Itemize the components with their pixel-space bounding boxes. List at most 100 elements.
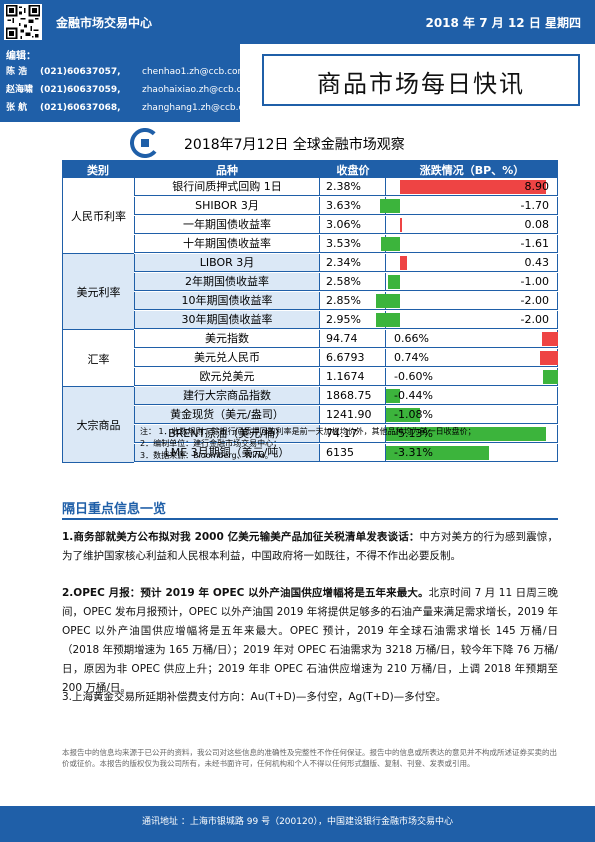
change-value: 0.08 [524, 218, 550, 231]
table-title: 2018年7月12日 全球金融市场观察 [184, 137, 405, 153]
change-cell: 0.66% [386, 330, 558, 348]
table-row: 30年期国债收益率 2.95% -2.00 [62, 311, 558, 329]
change-cell: -5.13% [386, 425, 558, 443]
change-cell: -0.44% [386, 387, 558, 405]
instrument-name: LIBOR 3月 [134, 254, 320, 272]
header-category: 类别 [87, 164, 109, 177]
table-row: 欧元兑美元 1.1674 -0.60% [62, 368, 558, 386]
editor-email[interactable]: zhanghang1.zh@ccb.com [142, 103, 258, 113]
closing-price: 3.63% [320, 197, 386, 215]
section-title: 隔日重点信息一览 [62, 502, 167, 517]
note-line: 3．数据来源：Bloomberg、Wind。 [140, 451, 273, 460]
report-date: 2018 年 7 月 12 日 星期四 [425, 16, 581, 30]
header-bar: 金融市场交易中心 2018 年 7 月 12 日 星期四 [0, 0, 595, 44]
note-line: 注： 1．收数规则：除银行间质押回购利率是前一天加权均价外，其他品种均为前一日收… [140, 427, 476, 436]
closing-price: 3.53% [320, 235, 386, 253]
change-value: 8.90 [524, 180, 550, 193]
editor-phone: (021)60637057, [40, 67, 121, 77]
change-value: 0.74% [394, 351, 429, 364]
change-cell: -1.08% [386, 406, 558, 424]
instrument-name: LME 3月期铜（美元/吨） [134, 444, 320, 462]
change-bar [400, 180, 547, 194]
header-change: 涨跌情况（BP、%） [419, 164, 525, 177]
category-label: 大宗商品 [76, 419, 121, 432]
table-row: 一年期国债收益率 3.06% 0.08 [62, 216, 558, 234]
change-cell: -3.31% [386, 444, 558, 462]
news-item: 3.上海黄金交易所延期补偿费支付方向：Au(T+D)—多付空，Ag(T+D)—多… [62, 688, 558, 707]
editor-phone: (021)60637068, [40, 103, 121, 113]
disclaimer: 本报告中的信息均来源于已公开的资料，我公司对这些信息的准确性及完整性不作任何保证… [62, 748, 557, 768]
title-box: 商品市场每日快讯 [262, 54, 580, 106]
news-body: 中方对美方的行为感到震惊，为了维护国家核心利益和人民根本利益，中国政府将一如既往… [62, 531, 559, 562]
table-row: BRENT原油（美元/桶） 74.17 -5.13% [62, 425, 558, 443]
footer-bar: 通讯地址 ：上海市银城路 99 号（200120），中国建设银行金融市场交易中心 [0, 806, 595, 842]
editor-email[interactable]: chenhao1.zh@ccb.com [142, 67, 247, 77]
change-value: -2.00 [520, 313, 549, 326]
editor-row: 陈 浩 (021)60637057, chenhao1.zh@ccb.com [6, 64, 246, 77]
editor-row: 赵海啸 (021)60637059, zhaohaixiao.zh@ccb.com [6, 82, 256, 95]
table-row: LME 3月期铜（美元/吨） 6135 -3.31% [62, 444, 558, 462]
change-bar [376, 313, 400, 327]
change-value: -3.31% [394, 446, 433, 459]
closing-price: 6.6793 [320, 349, 386, 367]
instrument-name: 欧元兑美元 [134, 368, 320, 386]
change-value: -1.08% [394, 408, 433, 421]
change-bar [386, 446, 490, 460]
instrument-name: 黄金现货（美元/盎司） [134, 406, 320, 424]
change-bar [376, 294, 400, 308]
change-value: -0.60% [394, 370, 433, 383]
closing-price: 2.58% [320, 273, 386, 291]
editor-name: 张 航 [6, 103, 28, 113]
editor-email[interactable]: zhaohaixiao.zh@ccb.com [142, 85, 256, 95]
footer-address: 通讯地址 ：上海市银城路 99 号（200120），中国建设银行金融市场交易中心 [142, 817, 453, 827]
closing-price: 74.17 [320, 425, 386, 443]
table-row: 十年期国债收益率 3.53% -1.61 [62, 235, 558, 253]
change-cell: -1.61 [380, 235, 558, 253]
category-label: 人民币利率 [71, 210, 126, 223]
change-bar [400, 218, 402, 232]
editors-panel: 编辑： 陈 浩 (021)60637057, chenhao1.zh@ccb.com… [0, 44, 258, 122]
editor-row: 张 航 (021)60637068, zhanghang1.zh@ccb.com [6, 100, 258, 113]
news-body: 北京时间 7 月 11 日周三晚间，OPEC 发布月报预计，OPEC 以外产油国… [62, 587, 558, 694]
change-bar [386, 389, 400, 403]
change-bar [400, 256, 408, 270]
table-header: 类别 品种 收盘价 涨跌情况（BP、%） [62, 160, 558, 178]
table-row: 2年期国债收益率 2.58% -1.00 [62, 273, 558, 291]
table-row: 建行大宗商品指数 1868.75 -0.44% [62, 387, 558, 405]
change-value: 0.66% [394, 332, 429, 345]
closing-price: 1.1674 [320, 368, 386, 386]
news-item: 2.OPEC 月报：预计 2019 年 OPEC 以外产油国供应增幅将是五年来最… [62, 584, 558, 698]
change-cell: 0.43 [386, 254, 558, 272]
instrument-name: 10年期国债收益率 [134, 292, 320, 310]
instrument-name: 银行间质押式回购 1日 [134, 178, 320, 196]
change-value: -0.44% [394, 389, 433, 402]
category-cell: 人民币利率 [62, 178, 134, 254]
header-name: 品种 [216, 164, 238, 177]
closing-price: 94.74 [320, 330, 386, 348]
category-label: 美元利率 [76, 286, 121, 299]
change-bar [386, 408, 420, 422]
change-cell: -0.60% [386, 368, 558, 386]
closing-price: 1241.90 [320, 406, 386, 424]
qr-code-icon [4, 4, 42, 40]
closing-price: 2.34% [320, 254, 386, 272]
change-value: -1.70 [520, 199, 549, 212]
change-bar [388, 275, 400, 289]
section-divider [62, 518, 558, 520]
table-row: 美元指数 94.74 0.66% [62, 330, 558, 348]
change-value: -1.00 [520, 275, 549, 288]
table-row: 银行间质押式回购 1日 2.38% 8.90 [62, 178, 558, 196]
change-bar [541, 332, 558, 346]
ccb-logo-icon [130, 128, 160, 158]
change-cell: -1.00 [386, 273, 558, 291]
change-value: -5.13% [394, 427, 433, 440]
news-lead: 2.OPEC 月报：预计 2019 年 OPEC 以外产油国供应增幅将是五年来最… [62, 587, 429, 599]
change-cell: -2.00 [376, 292, 558, 310]
change-value: -2.00 [520, 294, 549, 307]
change-cell: 0.08 [386, 216, 558, 234]
change-bar [540, 351, 558, 365]
instrument-name: 30年期国债收益率 [134, 311, 320, 329]
instrument-name: 2年期国债收益率 [134, 273, 320, 291]
news-item: 1.商务部就美方公布拟对我 2000 亿美元输美产品加征关税清单发表谈话：中方对… [62, 528, 558, 566]
closing-price: 2.38% [320, 178, 386, 196]
